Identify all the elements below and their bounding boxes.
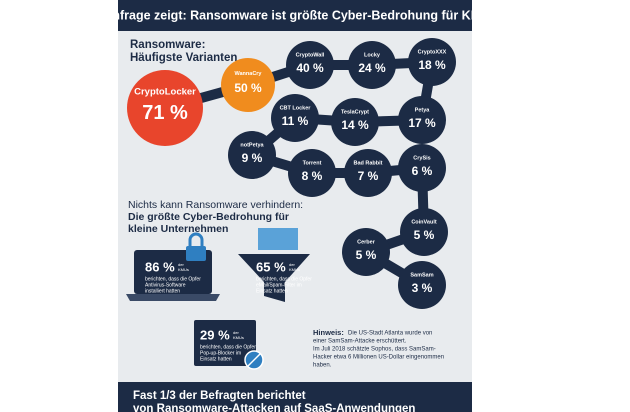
- stat-text: Einsatz hatten: [256, 288, 288, 294]
- stat-unit: KMUs: [289, 267, 300, 272]
- poster: Umfrage zeigt: Ransomware ist größte Cyb…: [100, 0, 490, 412]
- stat-text: Einsatz hatten: [200, 356, 232, 362]
- padlock-shackle: [188, 232, 204, 246]
- variant-name: SamSam: [410, 272, 433, 278]
- section-heading: Ransomware:: [130, 39, 205, 51]
- stat-value: 65 %: [256, 259, 286, 274]
- variant-name: TeslaCrypt: [341, 109, 369, 115]
- variant-value: 8 %: [302, 169, 323, 183]
- variant-name: CryptoWall: [296, 52, 325, 58]
- variant-value: 17 %: [408, 116, 436, 130]
- stat-value: 29 %: [200, 327, 230, 342]
- variant-node: [398, 144, 446, 192]
- stat-text: berichten, dass die Opfer: [145, 276, 201, 282]
- variant-node: [348, 41, 396, 89]
- blocker-slash: [247, 353, 261, 367]
- variant-value: 18 %: [418, 58, 446, 72]
- variant-name: CBT Locker: [280, 105, 312, 111]
- variant-name: CryptoLocker: [134, 87, 196, 98]
- stat-unit: der: [233, 330, 239, 335]
- variant-name: CrySis: [413, 155, 430, 161]
- note-line: Hacker etwa 6 Millionen US-Dollar eingen…: [313, 355, 444, 361]
- note-line: einer SamSam-Attacke erschüttert.: [313, 339, 407, 345]
- variant-value: 14 %: [341, 118, 369, 132]
- stat-text: Antivirus-Software: [145, 282, 186, 288]
- note-line: Im Juli 2018 schätzte Sophos, dass SamSa…: [313, 347, 436, 353]
- note-label: Hinweis:: [313, 328, 344, 337]
- variant-node: [286, 41, 334, 89]
- funnel: [238, 254, 310, 302]
- variant-name: Petya: [415, 107, 431, 113]
- variant-name: CoinVault: [411, 219, 437, 225]
- variant-value: 11 %: [282, 114, 309, 128]
- variant-node: [344, 149, 392, 197]
- variant-name: Bad Rabbit: [353, 160, 382, 166]
- variant-node: [398, 96, 446, 144]
- variant-value: 50 %: [234, 81, 262, 95]
- variant-name: Torrent: [303, 160, 322, 166]
- variant-node: [331, 98, 379, 146]
- variant-value: 24 %: [358, 61, 386, 75]
- stat-text: installiert hatten: [145, 288, 180, 294]
- note-line: Die US-Stadt Atlanta wurde von: [348, 331, 432, 337]
- variant-value: 7 %: [358, 169, 379, 183]
- section-intro: Nichts kann Ransomware verhindern:: [128, 199, 303, 211]
- footer-text: Fast 1/3 der Befragten berichtet: [133, 390, 306, 402]
- laptop-base: [126, 294, 220, 301]
- variant-node: [408, 38, 456, 86]
- title: Umfrage zeigt: Ransomware ist größte Cyb…: [100, 8, 490, 22]
- variant-name: WannaCry: [235, 71, 263, 77]
- variant-name: CryptoXXX: [418, 49, 447, 55]
- stat-unit: KMUs: [178, 267, 189, 272]
- stat-unit: KMUs: [233, 335, 244, 340]
- section-heading: kleine Unternehmen: [128, 223, 228, 235]
- variant-value: 71 %: [142, 102, 188, 124]
- section-heading: Häufigste Varianten: [130, 52, 237, 64]
- stat-unit: der: [289, 262, 295, 267]
- variant-value: 9 %: [242, 151, 263, 165]
- variant-chain: CryptoLocker 71 % WannaCry 50 % CryptoWall 40…: [127, 38, 456, 309]
- stat-text: eMail/Spam-Filter im: [256, 282, 302, 288]
- note: Die US-Stadt Atlanta wurde von einer SamS…: [313, 331, 444, 369]
- variant-node: [398, 261, 446, 309]
- variant-name: notPetya: [240, 142, 264, 148]
- section-heading: Die größte Cyber-Bedrohung für: [128, 211, 289, 223]
- browser-window: [194, 320, 256, 366]
- title-bar: [118, 0, 472, 31]
- variant-node: [221, 58, 275, 112]
- padlock: [186, 246, 206, 261]
- variant-name: Cerber: [357, 239, 376, 245]
- footer-bar: [118, 382, 472, 412]
- stat-text: berichten, dass die Opfer: [200, 344, 256, 350]
- footer-text: von Ransomware-Attacken auf SaaS-Anwendu…: [133, 403, 415, 412]
- variant-value: 6 %: [412, 164, 433, 178]
- variant-node: [127, 70, 203, 146]
- stat-value: 86 %: [145, 259, 175, 274]
- note-line: haben.: [313, 363, 332, 369]
- variant-value: 40 %: [296, 61, 324, 75]
- variant-value: 5 %: [356, 248, 377, 262]
- variant-name: Locky: [364, 52, 381, 58]
- stat-text: berichten, dass die Opfer: [256, 276, 312, 282]
- envelope: [258, 228, 298, 250]
- variant-node: [400, 208, 448, 256]
- variant-node: [228, 131, 276, 179]
- stat-text: Pop-up-Blocker im: [200, 350, 241, 356]
- stat-unit: der: [178, 262, 184, 267]
- variant-node: [342, 228, 390, 276]
- variant-node: [288, 149, 336, 197]
- variant-value: 3 %: [412, 281, 433, 295]
- variant-node: [271, 94, 319, 142]
- variant-value: 5 %: [414, 228, 435, 242]
